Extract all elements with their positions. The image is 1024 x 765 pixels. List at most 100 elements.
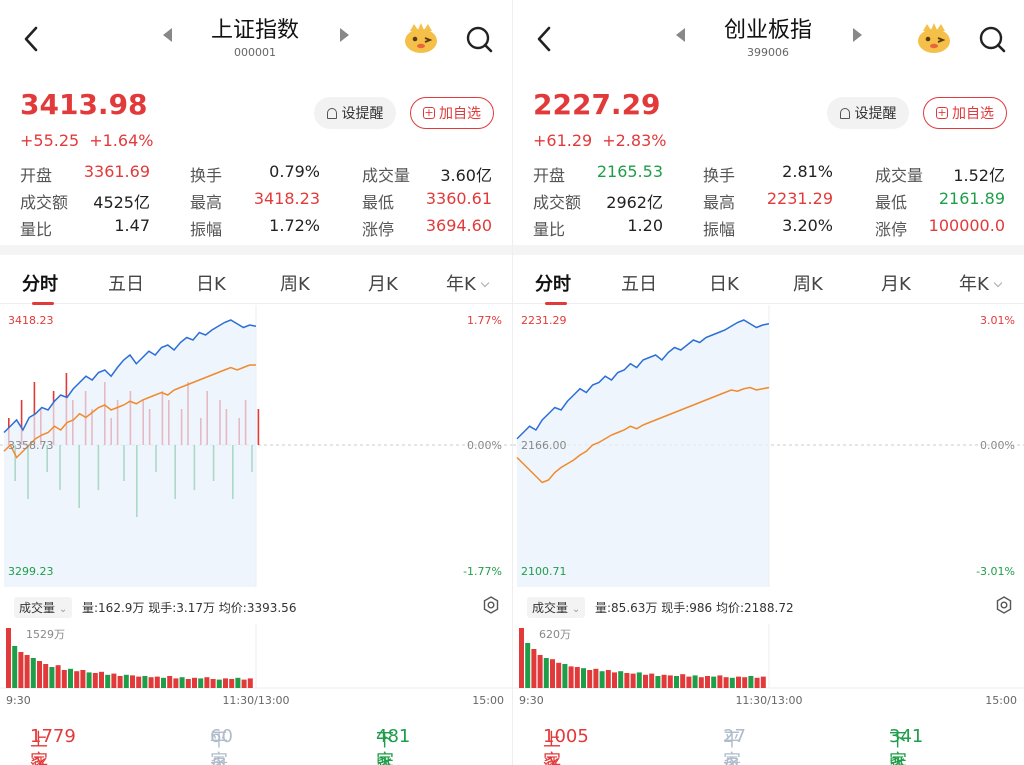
tab-1[interactable]: 五日 bbox=[621, 270, 657, 296]
stat-2-2: 涨停 100000.0 bbox=[875, 216, 1005, 239]
change-amount: +61.29 bbox=[533, 131, 593, 150]
base-pct-label: 0.00% bbox=[467, 439, 502, 452]
index-title: 上证指数 bbox=[210, 18, 299, 43]
volume-bar bbox=[667, 675, 673, 688]
price-change: +55.25 +1.64% bbox=[20, 131, 163, 150]
add-watchlist-button[interactable]: + 加自选 bbox=[923, 97, 1007, 129]
volume-max-label: 1529万 bbox=[26, 628, 65, 641]
volume-bar bbox=[556, 662, 562, 688]
intraday-chart[interactable]: 3418.23 3358.73 3299.23 1.77% 0.00% -1.77% bbox=[0, 305, 512, 587]
stat-value: 3694.60 bbox=[425, 216, 492, 235]
stat-label: 最高 bbox=[703, 193, 736, 212]
volume-bar bbox=[705, 676, 710, 688]
volume-selector-label: 成交量 bbox=[532, 601, 569, 615]
current-price: 3413.98 bbox=[20, 88, 148, 121]
intraday-chart[interactable]: 2231.29 2166.00 2100.71 3.01% 0.00% -3.01% bbox=[513, 305, 1024, 587]
stat-value: 1.47 bbox=[114, 216, 150, 235]
set-alert-button[interactable]: 设提醒 bbox=[827, 97, 909, 129]
next-arrow-icon[interactable] bbox=[340, 28, 349, 42]
stat-value: 2161.89 bbox=[938, 189, 1005, 208]
volume-bar bbox=[148, 677, 154, 688]
volume-toolbar: 成交量 ⌄ 量:162.9万 现手:3.17万 均价:3393.56 bbox=[0, 592, 512, 620]
tab-0[interactable]: 分时 bbox=[22, 270, 58, 296]
tab-0[interactable]: 分时 bbox=[535, 270, 571, 296]
volume-bar bbox=[723, 677, 729, 688]
volume-chart[interactable]: 1529万 9:30 11:30/13:00 15:00 bbox=[0, 624, 512, 710]
down-count-value: 341家 bbox=[889, 726, 924, 765]
tab-label: 五日 bbox=[108, 274, 144, 295]
stat-label: 量比 bbox=[20, 220, 53, 239]
gear-icon[interactable] bbox=[482, 596, 500, 614]
tab-label: 五日 bbox=[621, 274, 657, 295]
stat-label: 振幅 bbox=[190, 220, 223, 239]
stat-2-0: 量比 1.20 bbox=[533, 216, 663, 239]
volume-bar bbox=[519, 628, 524, 688]
header: 上证指数 000001 bbox=[0, 0, 512, 80]
volume-bar bbox=[6, 628, 11, 688]
mascot-icon[interactable] bbox=[402, 20, 440, 56]
tab-3[interactable]: 周K bbox=[280, 270, 310, 296]
mascot-icon[interactable] bbox=[915, 20, 953, 56]
tab-4[interactable]: 月K bbox=[368, 270, 398, 296]
active-tab-indicator bbox=[32, 302, 54, 305]
tab-5[interactable]: 年K bbox=[959, 270, 1003, 296]
price-area bbox=[517, 320, 769, 587]
base-price-label: 2166.00 bbox=[521, 439, 567, 452]
tab-3[interactable]: 周K bbox=[793, 270, 823, 296]
set-alert-button[interactable]: 设提醒 bbox=[314, 97, 396, 129]
tab-5[interactable]: 年K bbox=[446, 270, 490, 296]
volume-bar bbox=[754, 677, 760, 688]
stat-1-0: 成交额 2962亿 bbox=[533, 189, 663, 212]
stat-label: 振幅 bbox=[703, 220, 736, 239]
time-mid-label: 11:30/13:00 bbox=[735, 694, 802, 707]
volume-toolbar: 成交量 ⌄ 量:85.63万 现手:986 均价:2188.72 bbox=[513, 592, 1024, 620]
volume-bar bbox=[80, 670, 86, 688]
up-label: 上涨 bbox=[543, 730, 561, 765]
stat-2-1: 振幅 3.20% bbox=[703, 216, 833, 239]
back-arrow-icon[interactable] bbox=[531, 22, 557, 56]
down-label: 下跌 bbox=[889, 730, 907, 765]
volume-bar bbox=[161, 677, 166, 688]
search-icon[interactable] bbox=[977, 24, 1007, 54]
volume-bar bbox=[525, 643, 531, 688]
down-count-value: 481家 bbox=[376, 726, 411, 765]
stat-value: 1.72% bbox=[269, 216, 320, 235]
volume-bar bbox=[630, 673, 636, 688]
volume-selector[interactable]: 成交量 ⌄ bbox=[527, 597, 586, 618]
stat-label: 涨停 bbox=[875, 220, 908, 239]
stat-label: 成交量 bbox=[362, 166, 411, 185]
volume-bar bbox=[711, 676, 717, 688]
bell-icon bbox=[839, 107, 850, 119]
prev-arrow-icon[interactable] bbox=[676, 28, 685, 42]
gear-icon[interactable] bbox=[995, 596, 1013, 614]
stat-label: 换手 bbox=[703, 166, 736, 185]
tab-1[interactable]: 五日 bbox=[108, 270, 144, 296]
stat-label: 成交量 bbox=[875, 166, 924, 185]
volume-selector[interactable]: 成交量 ⌄ bbox=[14, 597, 73, 618]
volume-bar bbox=[216, 679, 222, 688]
volume-bar bbox=[43, 664, 49, 688]
price-change: +61.29 +2.83% bbox=[533, 131, 676, 150]
volume-bar bbox=[154, 676, 160, 688]
stat-value: 3.60亿 bbox=[440, 166, 492, 185]
index-code: 399006 bbox=[747, 46, 789, 59]
volume-chart[interactable]: 620万 9:30 11:30/13:00 15:00 bbox=[513, 624, 1024, 710]
next-arrow-icon[interactable] bbox=[853, 28, 862, 42]
tab-2[interactable]: 日K bbox=[709, 270, 739, 296]
change-amount: +55.25 bbox=[20, 131, 80, 150]
stat-value: 0.79% bbox=[269, 162, 320, 181]
stat-value: 2231.29 bbox=[766, 189, 833, 208]
volume-info: 量:85.63万 现手:986 均价:2188.72 bbox=[595, 601, 794, 615]
add-watchlist-button[interactable]: + 加自选 bbox=[410, 97, 494, 129]
search-icon[interactable] bbox=[464, 24, 494, 54]
back-arrow-icon[interactable] bbox=[18, 22, 44, 56]
prev-arrow-icon[interactable] bbox=[163, 28, 172, 42]
up-count-value: 1005家 bbox=[543, 726, 589, 765]
up-count-value: 1779家 bbox=[30, 726, 76, 765]
tab-2[interactable]: 日K bbox=[196, 270, 226, 296]
volume-bar bbox=[111, 673, 117, 688]
low-pct-label: -1.77% bbox=[463, 565, 502, 578]
tab-4[interactable]: 月K bbox=[881, 270, 911, 296]
active-tab-indicator bbox=[545, 302, 567, 305]
stat-1-2: 最低 3360.61 bbox=[362, 189, 492, 212]
